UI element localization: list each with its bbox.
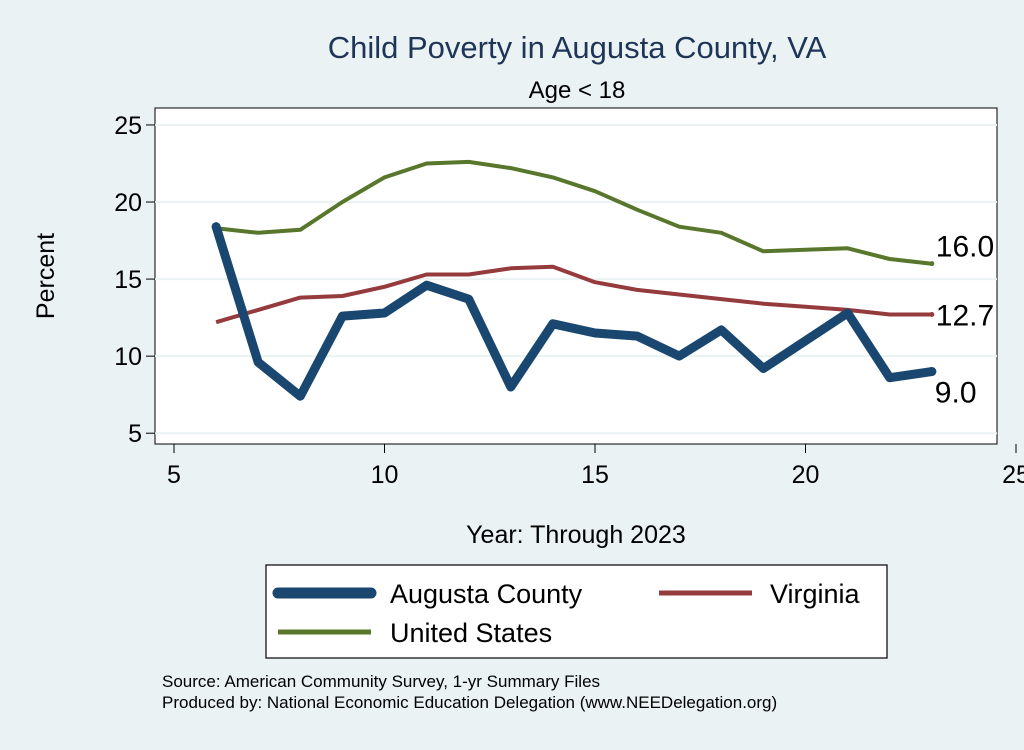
chart-title: Child Poverty in Augusta County, VA <box>328 30 827 65</box>
end-label-augusta-county: 9.0 <box>935 377 977 410</box>
y-axis-title: Percent <box>32 233 60 319</box>
legend: Augusta County Virginia United States <box>265 564 888 659</box>
series-line-united-states <box>215 159 933 266</box>
end-labels: 9.0 12.7 16.0 <box>935 231 994 410</box>
x-tick-label: 25 <box>1002 461 1024 489</box>
legend-label-virginia: Virginia <box>770 579 861 609</box>
x-tick-label: 15 <box>581 461 609 489</box>
axes: 5 10 15 20 25 5 10 15 20 25 <box>114 112 1024 489</box>
source-note: Source: American Community Survey, 1-yr … <box>162 672 600 691</box>
y-tick-label: 25 <box>114 112 142 140</box>
x-tick-label: 10 <box>371 461 399 489</box>
end-label-virginia: 12.7 <box>936 300 994 333</box>
x-axis-title: Year: Through 2023 <box>466 521 686 549</box>
series-endpoint-united-states <box>929 261 935 267</box>
producer-note: Produced by: National Economic Education… <box>162 693 777 712</box>
series-line-augusta-county <box>211 222 937 401</box>
y-tick-label: 5 <box>128 420 142 448</box>
series-endpoint-augusta-county <box>927 367 937 377</box>
series-endpoint-virginia <box>929 312 935 318</box>
end-label-united-states: 16.0 <box>936 231 994 264</box>
x-tick-label: 5 <box>167 461 181 489</box>
chart-subtitle: Age < 18 <box>529 77 626 104</box>
y-tick-label: 10 <box>114 343 142 371</box>
y-tick-label: 15 <box>114 266 142 294</box>
legend-label-augusta-county: Augusta County <box>390 579 583 609</box>
grid <box>155 123 997 435</box>
series-line-virginia <box>215 264 932 325</box>
y-tick-label: 20 <box>114 189 142 217</box>
x-tick-label: 20 <box>792 461 820 489</box>
legend-box <box>265 564 888 659</box>
legend-label-united-states: United States <box>390 618 552 648</box>
series-lines <box>211 159 937 401</box>
